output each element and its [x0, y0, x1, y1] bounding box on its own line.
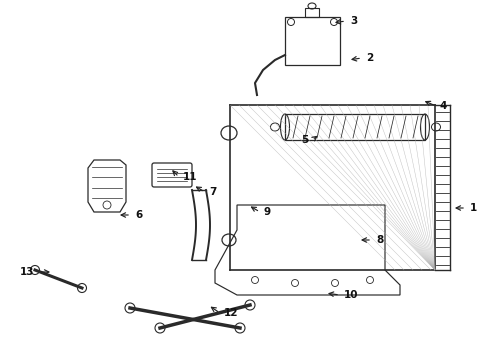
Text: 8: 8	[376, 235, 383, 245]
Bar	[285, 17, 340, 65]
Text: 12: 12	[224, 308, 239, 318]
Bar	[285, 114, 425, 140]
Text: 1: 1	[470, 203, 477, 213]
Bar	[305, 8, 319, 17]
Text: 10: 10	[344, 290, 359, 300]
Text: 13: 13	[20, 267, 34, 277]
Text: 9: 9	[264, 207, 271, 217]
Text: 3: 3	[350, 16, 357, 26]
Text: 6: 6	[135, 210, 142, 220]
Text: 4: 4	[440, 101, 447, 111]
Text: 2: 2	[366, 53, 373, 63]
Text: 5: 5	[301, 135, 308, 145]
Text: 7: 7	[209, 187, 217, 197]
Text: 11: 11	[183, 172, 197, 182]
